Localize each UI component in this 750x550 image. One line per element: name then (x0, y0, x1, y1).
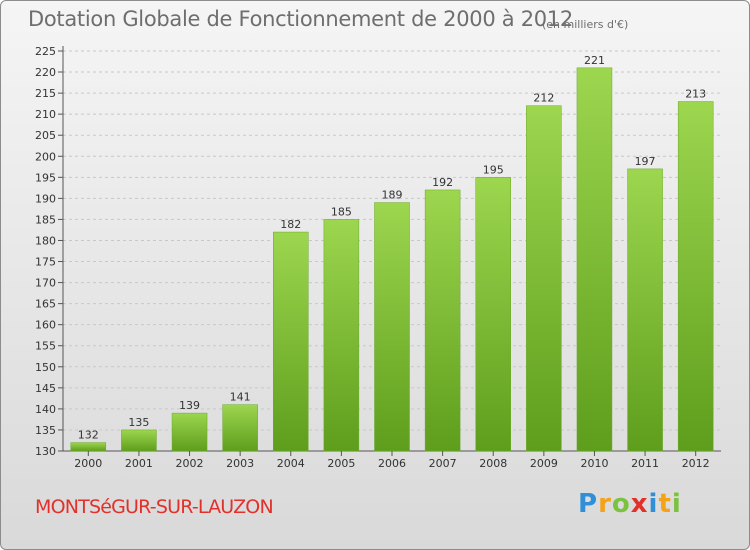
y-tick-label: 180 (35, 234, 56, 247)
y-tick-label: 210 (35, 108, 56, 121)
logo-letter: x (630, 489, 649, 519)
logo-letter: P (578, 489, 599, 519)
data-label: 135 (128, 416, 149, 429)
x-tick-label: 2007 (429, 457, 457, 470)
bar[interactable] (323, 219, 360, 452)
data-label: 182 (280, 218, 301, 231)
x-tick-label: 2000 (74, 457, 102, 470)
bar[interactable] (627, 168, 663, 452)
commune-name: MONTSéGUR-SUR-LAUZON (35, 496, 274, 518)
bar[interactable] (70, 442, 107, 452)
data-label: 197 (635, 155, 656, 168)
bar[interactable] (374, 202, 410, 452)
y-tick-label: 170 (35, 277, 56, 290)
bar[interactable] (424, 189, 461, 452)
bar[interactable] (273, 231, 309, 452)
x-tick-label: 2001 (125, 457, 153, 470)
logo-letter: o (611, 489, 631, 519)
y-tick-label: 140 (35, 403, 56, 416)
data-label: 192 (432, 176, 453, 189)
bar[interactable] (222, 404, 258, 452)
y-tick-label: 175 (35, 256, 56, 269)
y-tick-label: 225 (35, 45, 56, 58)
bar[interactable] (475, 177, 511, 452)
data-label: 221 (584, 54, 605, 67)
logo-letter: r (598, 489, 612, 519)
y-tick-label: 205 (35, 129, 56, 142)
bar[interactable] (171, 412, 208, 452)
y-tick-label: 165 (35, 298, 56, 311)
bar[interactable] (121, 429, 157, 452)
logo-letter: i (671, 489, 682, 519)
y-tick-label: 155 (35, 340, 56, 353)
logo-letter: t (658, 489, 672, 519)
x-tick-label: 2002 (176, 457, 204, 470)
y-tick-label: 135 (35, 424, 56, 437)
y-tick-label: 190 (35, 192, 56, 205)
x-tick-label: 2006 (378, 457, 406, 470)
data-label: 212 (533, 92, 554, 105)
y-tick-label: 200 (35, 150, 56, 163)
chart-subtitle: (en milliers d'€) (542, 18, 629, 31)
data-label: 213 (685, 88, 706, 101)
x-tick-label: 2004 (277, 457, 305, 470)
bar[interactable] (677, 101, 714, 452)
bar[interactable] (526, 105, 562, 452)
x-tick-label: 2010 (580, 457, 608, 470)
y-tick-label: 130 (35, 445, 56, 458)
y-tick-label: 160 (35, 319, 56, 332)
bar[interactable] (576, 67, 613, 452)
x-tick-label: 2011 (631, 457, 659, 470)
data-label: 185 (331, 205, 352, 218)
x-tick-label: 2005 (327, 457, 355, 470)
chart-title: Dotation Globale de Fonctionnement de 20… (28, 7, 573, 31)
logo-letter: i (648, 489, 659, 519)
y-tick-label: 195 (35, 171, 56, 184)
proxiti-logo[interactable]: Proxiti (578, 489, 682, 519)
data-label: 189 (382, 189, 403, 202)
y-tick-label: 220 (35, 66, 56, 79)
data-label: 141 (230, 391, 251, 404)
data-label: 195 (483, 163, 504, 176)
y-tick-label: 215 (35, 87, 56, 100)
y-tick-label: 145 (35, 382, 56, 395)
x-tick-label: 2008 (479, 457, 507, 470)
y-tick-label: 185 (35, 213, 56, 226)
x-tick-label: 2012 (682, 457, 710, 470)
x-tick-label: 2009 (530, 457, 558, 470)
y-tick-label: 150 (35, 361, 56, 374)
x-tick-label: 2003 (226, 457, 254, 470)
data-label: 132 (78, 429, 99, 442)
data-label: 139 (179, 399, 200, 412)
